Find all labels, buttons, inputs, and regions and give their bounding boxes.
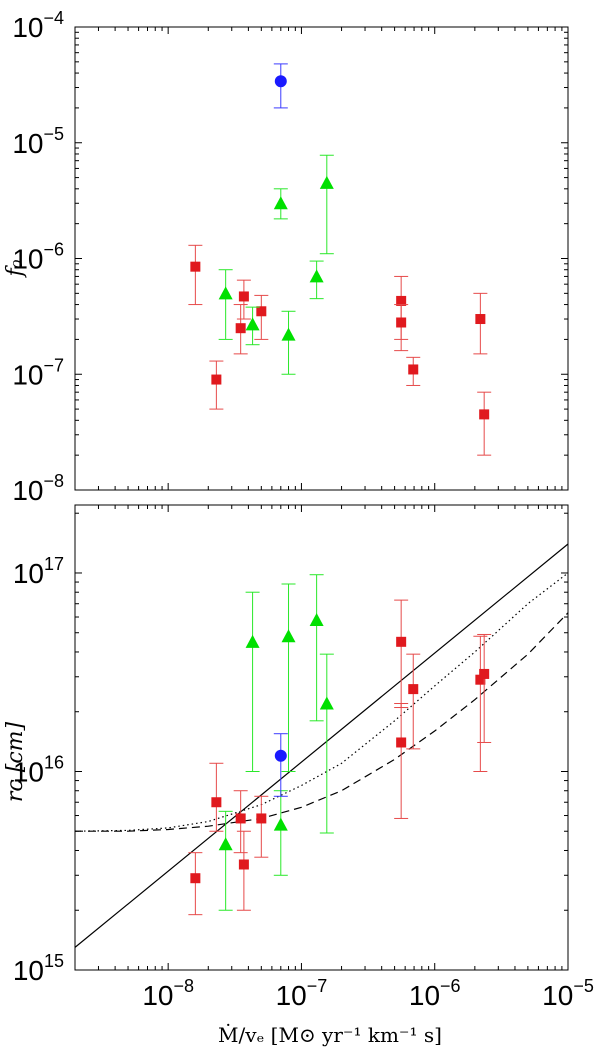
y-tick-label: 10−4 (12, 8, 64, 43)
y-tick-label: 1017 (13, 554, 64, 589)
dashed-line (75, 612, 569, 832)
y-tick-label: 10−6 (12, 240, 64, 275)
x-tick-label: 10−8 (142, 976, 194, 1011)
solid-line (74, 543, 569, 948)
tick-exponent: −8 (43, 471, 64, 491)
square-marker (235, 323, 246, 334)
triangle-marker (273, 196, 288, 210)
square-marker (396, 636, 407, 647)
bottom-axis-ticks (74, 505, 569, 971)
triangle-marker (245, 634, 260, 648)
circle-marker (274, 749, 287, 762)
triangle-marker (273, 817, 288, 831)
tick-exponent: −7 (307, 976, 328, 996)
square-marker (475, 674, 486, 685)
square-marker (238, 291, 249, 302)
triangle-marker (319, 696, 334, 710)
tick-exponent: −8 (173, 976, 194, 996)
tick-base: 10 (12, 244, 43, 275)
tick-exponent: −7 (43, 355, 64, 375)
tick-exponent: −5 (43, 124, 64, 144)
triangle-marker (309, 612, 324, 626)
triangle-marker (281, 327, 296, 341)
triangle-marker (319, 175, 334, 189)
triangle-marker (281, 629, 296, 643)
tick-exponent: −6 (440, 976, 461, 996)
top-panel-f0: 10−810−710−610−510−4 f₀ (3, 8, 569, 506)
tick-base: 10 (142, 980, 173, 1011)
x-axis-label: Ṁ/vₑ [M⊙ yr⁻¹ km⁻¹ s] (218, 1023, 442, 1047)
tick-exponent: 16 (44, 752, 64, 772)
y-tick-label: 10−5 (12, 124, 64, 159)
tick-base: 10 (12, 12, 43, 43)
top-plot-frame (74, 26, 569, 491)
square-marker (479, 668, 490, 679)
square-marker (190, 261, 201, 272)
square-marker (235, 813, 246, 824)
dotted-line (74, 572, 569, 832)
triangle-marker (309, 269, 324, 283)
bottom-model-lines (74, 543, 569, 948)
tick-exponent: −4 (43, 8, 64, 28)
tick-exponent: 15 (44, 951, 64, 971)
bottom-x-tick-labels: 10−8 10−7 10−6 10−5 (142, 976, 594, 1011)
square-marker (408, 364, 419, 375)
y-tick-label: 1016 (13, 752, 64, 787)
tick-base: 10 (542, 980, 573, 1011)
top-y-tick-labels: 10−810−710−610−510−4 (12, 8, 64, 506)
tick-base: 10 (12, 475, 43, 506)
square-marker (475, 314, 486, 325)
square-marker (408, 684, 419, 695)
bottom-y-axis-label: rᴄ [cm] (3, 721, 28, 802)
square-marker (396, 295, 407, 306)
square-marker (256, 306, 267, 317)
square-marker (190, 873, 201, 884)
square-marker (396, 737, 407, 748)
square-marker (479, 409, 490, 420)
square-marker (211, 374, 222, 385)
y-tick-label: 1015 (13, 951, 64, 986)
triangle-marker (245, 317, 260, 331)
triangle-marker (218, 837, 233, 851)
tick-base: 10 (13, 955, 44, 986)
x-tick-label: 10−6 (409, 976, 461, 1011)
tick-exponent: 17 (44, 554, 64, 574)
square-marker (396, 317, 407, 328)
square-marker (211, 797, 222, 808)
y-tick-label: 10−7 (12, 355, 64, 390)
x-tick-label: 10−5 (542, 976, 594, 1011)
square-marker (238, 859, 249, 870)
tick-exponent: −5 (573, 976, 594, 996)
top-y-axis-label: f₀ (3, 259, 28, 278)
top-axis-ticks (74, 26, 569, 491)
tick-base: 10 (13, 558, 44, 589)
top-data-points (188, 63, 492, 456)
tick-base: 10 (12, 128, 43, 159)
bottom-data-points (188, 574, 492, 916)
tick-exponent: −6 (43, 240, 64, 260)
bottom-plot-frame (74, 504, 569, 971)
y-tick-label: 10−8 (12, 471, 64, 506)
tick-base: 10 (409, 980, 440, 1011)
square-marker (256, 813, 267, 824)
tick-base: 10 (12, 359, 43, 390)
circle-marker (274, 75, 287, 88)
x-tick-label: 10−7 (276, 976, 328, 1011)
tick-base: 10 (276, 980, 307, 1011)
tick-base: 10 (13, 756, 44, 787)
triangle-marker (218, 286, 233, 300)
